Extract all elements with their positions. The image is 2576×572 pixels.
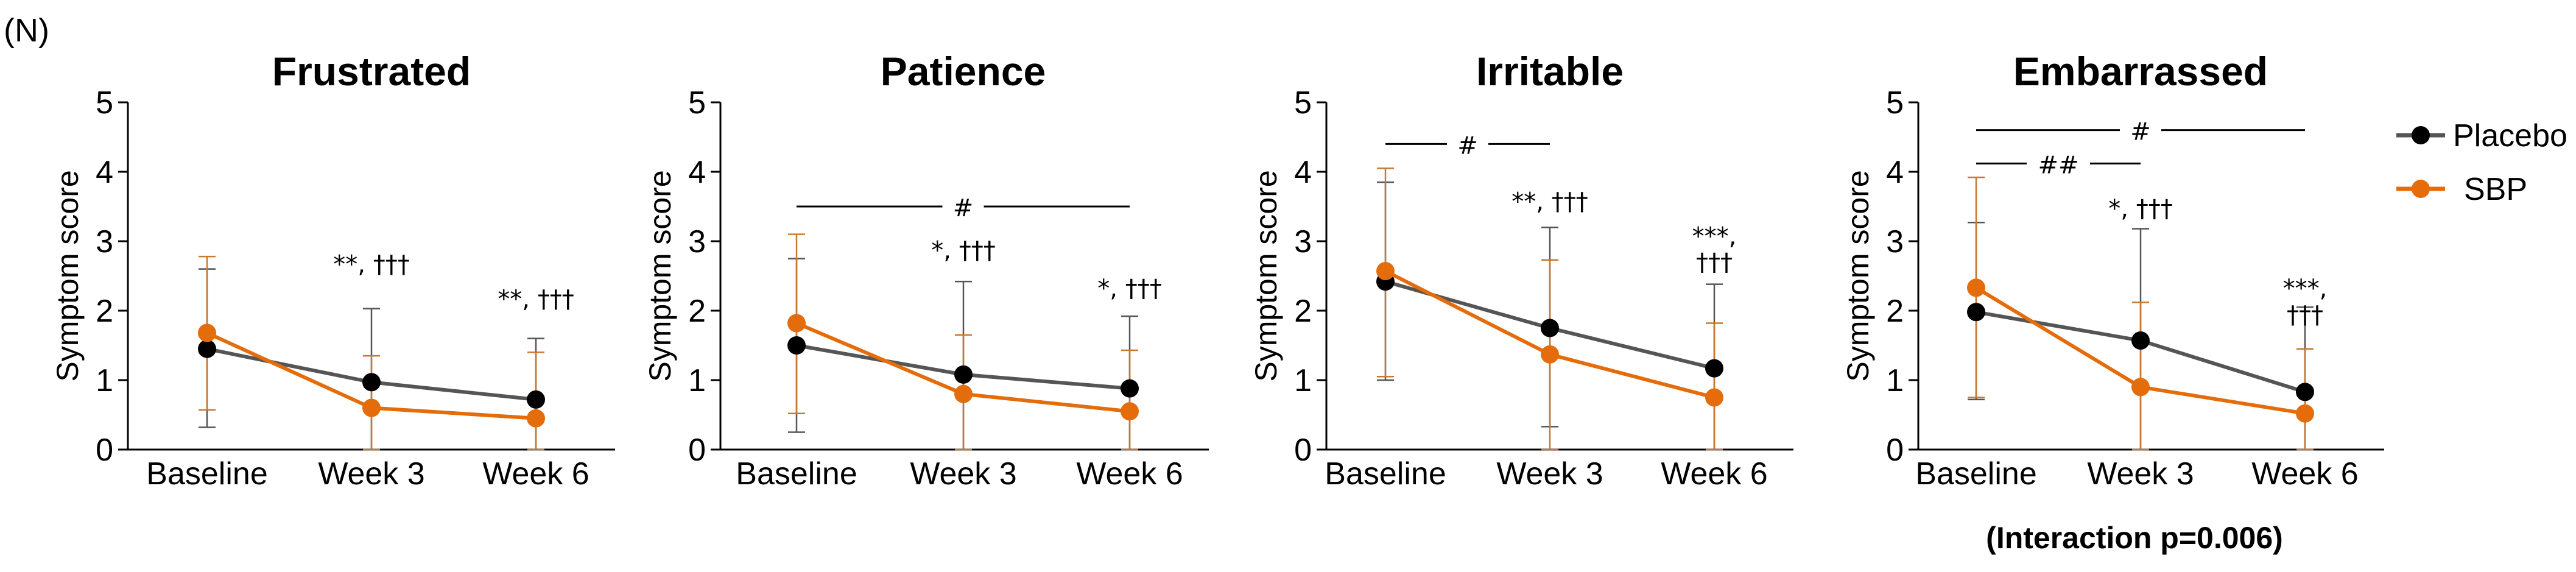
x-tick-label: Week 3 bbox=[1496, 456, 1603, 492]
x-tick-label: Week 6 bbox=[1661, 456, 1767, 492]
significance-label: ***, bbox=[2283, 275, 2328, 303]
x-tick-label: Week 6 bbox=[2251, 456, 2358, 492]
y-tick-label: 0 bbox=[688, 433, 706, 468]
y-tick-label: 2 bbox=[1886, 294, 1904, 329]
legend: Placebo SBP bbox=[2396, 118, 2567, 207]
y-axis-label: Symptom score bbox=[51, 170, 85, 381]
y-tick-label: 4 bbox=[96, 155, 113, 190]
y-tick-label: 4 bbox=[688, 155, 706, 190]
data-point-sbp bbox=[787, 314, 806, 333]
data-point-sbp bbox=[1967, 278, 1985, 297]
data-point-sbp bbox=[362, 398, 381, 417]
panel-title: Irritable bbox=[1476, 49, 1624, 94]
data-point-sbp bbox=[954, 384, 973, 403]
data-point-placebo bbox=[198, 339, 216, 358]
x-tick-label: Baseline bbox=[1915, 456, 2036, 492]
significance-label: **, ††† bbox=[333, 250, 409, 278]
y-tick-label: 0 bbox=[1294, 433, 1312, 468]
y-tick-label: 1 bbox=[1886, 363, 1904, 398]
y-axis-label: Symptom score bbox=[1841, 170, 1875, 381]
bracket-symbol: ## bbox=[2038, 151, 2078, 179]
data-point-sbp bbox=[1121, 402, 1139, 421]
panel-frustrated: Frustrated 0 1 2 3 4 5 Symptom score Baseline Wee… bbox=[51, 49, 615, 492]
data-point-sbp bbox=[1705, 388, 1723, 407]
panel-title: Embarrassed bbox=[2013, 49, 2268, 94]
y-tick-label: 1 bbox=[96, 363, 113, 398]
significance-label: *, ††† bbox=[2108, 195, 2172, 223]
data-point-placebo bbox=[527, 390, 545, 409]
y-tick-label: 1 bbox=[1294, 363, 1312, 398]
y-tick-label: 2 bbox=[1294, 294, 1312, 329]
y-tick-label: 5 bbox=[1294, 85, 1312, 121]
data-point-sbp bbox=[1376, 262, 1395, 281]
bracket-symbol: # bbox=[1457, 132, 1478, 160]
data-point-sbp bbox=[198, 323, 216, 342]
data-point-placebo bbox=[787, 336, 806, 355]
y-tick-label: 3 bbox=[1294, 224, 1312, 260]
significance-label: *, ††† bbox=[1097, 275, 1161, 303]
data-point-placebo bbox=[362, 373, 381, 392]
legend-sbp-label: SBP bbox=[2464, 172, 2527, 207]
data-point-placebo bbox=[1541, 319, 1559, 337]
y-tick-label: 3 bbox=[688, 224, 706, 260]
y-tick-label: 4 bbox=[1294, 155, 1312, 190]
panel-letter: (N) bbox=[4, 12, 49, 49]
data-point-placebo bbox=[1967, 303, 1985, 322]
panels: Frustrated 0 1 2 3 4 5 Symptom score Baseline Wee… bbox=[51, 49, 2384, 492]
data-point-sbp bbox=[527, 409, 545, 428]
panel-irritable: Irritable 0 1 2 3 4 5 Symptom score Baseline Week… bbox=[1249, 49, 1793, 492]
x-tick-label: Week 6 bbox=[1076, 456, 1183, 492]
legend-placebo-marker bbox=[2412, 126, 2430, 144]
significance-label: ***, bbox=[1692, 223, 1737, 251]
y-tick-label: 0 bbox=[96, 433, 113, 468]
legend-placebo-label: Placebo bbox=[2453, 118, 2567, 154]
x-tick-label: Baseline bbox=[146, 456, 267, 492]
panel-title: Patience bbox=[881, 49, 1046, 94]
x-tick-label: Week 3 bbox=[910, 456, 1016, 492]
y-tick-label: 1 bbox=[688, 363, 706, 398]
x-tick-label: Week 3 bbox=[318, 456, 424, 492]
x-tick-label: Baseline bbox=[736, 456, 857, 492]
data-point-placebo bbox=[954, 365, 973, 384]
bracket-symbol: # bbox=[953, 194, 974, 222]
y-tick-label: 0 bbox=[1886, 433, 1904, 468]
significance-label: **, ††† bbox=[1511, 188, 1588, 216]
significance-label: ††† bbox=[1696, 249, 1733, 277]
y-tick-label: 2 bbox=[96, 294, 113, 329]
bracket-symbol: # bbox=[2130, 118, 2151, 146]
y-tick-label: 2 bbox=[688, 294, 706, 329]
panel-title: Frustrated bbox=[272, 49, 471, 94]
y-tick-label: 4 bbox=[1886, 155, 1904, 190]
y-axis-label: Symptom score bbox=[1249, 170, 1283, 381]
data-point-placebo bbox=[2296, 383, 2314, 401]
y-tick-label: 3 bbox=[1886, 224, 1904, 260]
panel-embarrassed: Embarrassed 0 1 2 3 4 5 Symptom score Baseline We… bbox=[1841, 49, 2384, 492]
x-tick-label: Week 6 bbox=[482, 456, 589, 492]
significance-label: **, ††† bbox=[498, 285, 574, 313]
significance-label: ††† bbox=[2287, 302, 2323, 330]
y-tick-label: 5 bbox=[96, 85, 113, 121]
panel-patience: Patience 0 1 2 3 4 5 Symptom score Baseline Week … bbox=[643, 49, 1209, 492]
interaction-footnote: (Interaction p=0.006) bbox=[1986, 521, 2283, 555]
data-point-sbp bbox=[1541, 345, 1559, 364]
data-point-placebo bbox=[2131, 331, 2150, 350]
y-tick-label: 3 bbox=[96, 224, 113, 260]
significance-label: *, ††† bbox=[931, 237, 995, 265]
x-tick-label: Week 3 bbox=[2087, 456, 2194, 492]
data-point-placebo bbox=[1705, 359, 1723, 378]
y-tick-label: 5 bbox=[688, 85, 706, 121]
data-point-placebo bbox=[1121, 379, 1139, 398]
data-point-sbp bbox=[2296, 404, 2314, 423]
legend-sbp-marker bbox=[2412, 180, 2430, 198]
y-tick-label: 5 bbox=[1886, 85, 1904, 121]
data-point-sbp bbox=[2131, 378, 2150, 397]
x-tick-label: Baseline bbox=[1325, 456, 1446, 492]
y-axis-label: Symptom score bbox=[643, 170, 677, 381]
